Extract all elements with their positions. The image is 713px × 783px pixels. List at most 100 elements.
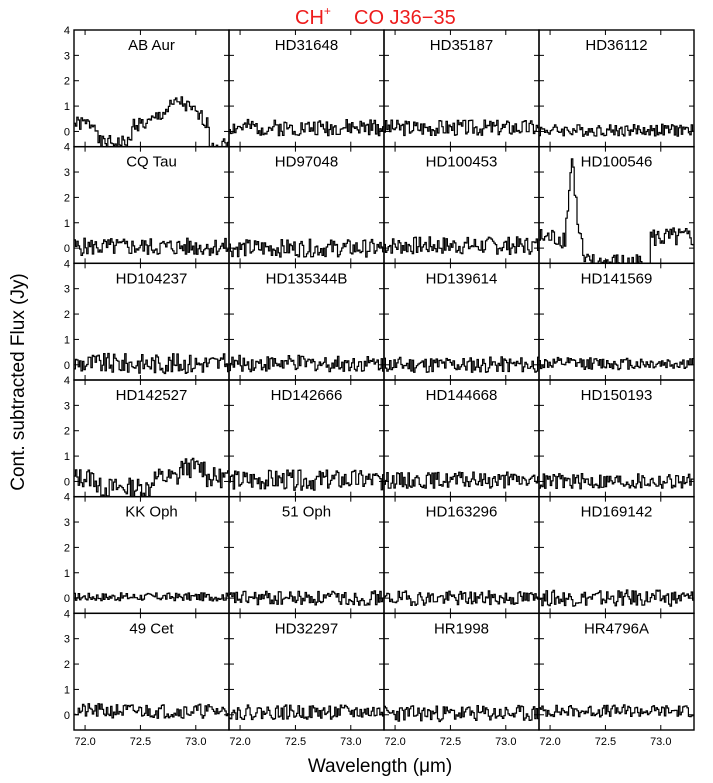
panel-0-1: HD31648 — [228, 29, 385, 148]
panel-title: KK Oph — [125, 504, 178, 521]
panel-5-1: 72.0 72.5 73.0 HD32297 — [228, 612, 385, 748]
y-tick-label: 3 — [64, 400, 70, 412]
panel-title: HD100453 — [426, 154, 498, 171]
y-tick-label: 0 — [64, 476, 70, 488]
y-axis-label: Cont. subtracted Flux (Jy) — [8, 273, 29, 491]
panel-1-1: HD97048 — [228, 145, 385, 265]
panel-title: HD35187 — [430, 37, 493, 54]
panel-title: HD32297 — [275, 620, 338, 637]
y-tick-label: 1 — [64, 101, 70, 113]
y-tick-label: 4 — [64, 375, 70, 387]
y-tick-label: 0 — [64, 710, 70, 722]
spectrum-line — [539, 356, 694, 371]
y-tick-label: 4 — [64, 258, 70, 270]
panel-0-3: HD36112 — [538, 29, 695, 148]
panel-4-2: HD163296 — [383, 495, 540, 615]
panel-2-0: 0 1 2 3 4 HD104237 — [64, 258, 230, 381]
panel-5-2: 72.0 72.5 73.0 HR1998 — [383, 612, 540, 748]
y-tick-label: 1 — [64, 218, 70, 230]
x-tick-label: 72.5 — [130, 736, 151, 748]
panel-title: HD139614 — [426, 270, 498, 287]
panel-3-0: 0 1 2 3 4 HD142527 — [64, 375, 230, 498]
x-tick-label: 73.0 — [185, 736, 206, 748]
panel-title: HD100546 — [581, 154, 653, 171]
y-tick-label: 4 — [64, 492, 70, 504]
panel-frame — [538, 612, 695, 731]
x-tick-label: 73.0 — [340, 736, 361, 748]
panel-3-2: HD144668 — [383, 379, 540, 498]
spectrum-line — [229, 590, 384, 606]
spectrum-line — [539, 473, 694, 490]
y-tick-label: 3 — [64, 50, 70, 62]
panel-title: HR4796A — [584, 620, 649, 637]
spectrum-line — [384, 704, 539, 723]
panel-1-0: 0 1 2 3 4 CQ Tau — [64, 142, 230, 265]
x-tick-label: 72.5 — [440, 736, 461, 748]
y-tick-label: 3 — [64, 167, 70, 179]
y-tick-label: 3 — [64, 284, 70, 296]
panel-title: AB Aur — [128, 37, 175, 54]
panel-title: HD144668 — [426, 387, 498, 404]
y-tick-label: 4 — [64, 142, 70, 154]
panel-title: HD104237 — [116, 270, 188, 287]
spectrum-line — [384, 590, 539, 606]
chart-title-co-line: CO J36−35 — [354, 7, 456, 29]
panel-title: HD135344B — [266, 270, 348, 287]
y-tick-label: 0 — [64, 360, 70, 372]
spectrum-line — [229, 704, 384, 721]
spectrum-line — [74, 703, 229, 719]
panel-0-2: HD35187 — [383, 29, 540, 148]
y-tick-label: 4 — [64, 608, 70, 620]
spectrum-line — [74, 352, 229, 375]
chart-title-ch-plus: CH+ — [295, 4, 331, 29]
spectrum-line — [384, 356, 539, 373]
x-tick-label: 72.0 — [384, 736, 405, 748]
spectrum-line — [384, 119, 539, 137]
y-tick-label: 4 — [64, 25, 70, 37]
spectrum-line — [384, 236, 539, 255]
panel-3-1: HD142666 — [228, 379, 385, 498]
panel-title: HD142666 — [271, 387, 343, 404]
y-tick-label: 0 — [64, 243, 70, 255]
panel-5-0: 0 1 2 3 4 72.0 72.5 73.0 49 Cet — [64, 608, 230, 748]
x-tick-label: 72.0 — [74, 736, 95, 748]
x-tick-label: 72.5 — [285, 736, 306, 748]
panel-title: HD142527 — [116, 387, 188, 404]
y-tick-label: 0 — [64, 593, 70, 605]
y-tick-label: 3 — [64, 634, 70, 646]
panel-title: 51 Oph — [282, 504, 331, 521]
panel-title: HD141569 — [581, 270, 653, 287]
panel-2-1: HD135344B — [228, 262, 385, 381]
panel-title: 49 Cet — [129, 620, 174, 637]
y-tick-label: 2 — [64, 309, 70, 321]
spectrum-line — [539, 158, 694, 264]
spectrum-line — [539, 704, 694, 718]
panel-title: HD36112 — [585, 37, 647, 54]
x-tick-label: 72.5 — [595, 736, 616, 748]
panel-0-0: 0 1 2 3 4 AB Aur — [64, 25, 230, 148]
spectrum-line — [74, 237, 229, 256]
spectrum-line — [74, 96, 229, 148]
panel-title: HD150193 — [581, 387, 653, 404]
panel-title: HD169142 — [581, 504, 653, 521]
panel-5-3: 72.0 72.5 73.0 HR4796A — [538, 612, 695, 748]
panel-4-3: HD169142 — [538, 495, 695, 615]
panel-title: HR1998 — [434, 620, 489, 637]
panel-title: HD31648 — [275, 37, 338, 54]
panel-1-2: HD100453 — [383, 145, 540, 265]
y-tick-label: 2 — [64, 76, 70, 88]
y-tick-label: 2 — [64, 426, 70, 438]
panel-title: CQ Tau — [126, 154, 177, 171]
panels-group: 0 1 2 3 4 AB Aur HD31648 HD35187 HD36112 0 1 2 3 4 CQ … — [64, 25, 695, 748]
spectrum-line — [539, 589, 694, 607]
x-tick-label: 73.0 — [650, 736, 671, 748]
spectrum-line — [74, 592, 229, 602]
y-tick-label: 2 — [64, 659, 70, 671]
panel-2-3: HD141569 — [538, 262, 695, 381]
spectrum-line — [74, 457, 229, 498]
x-tick-label: 72.0 — [229, 736, 250, 748]
y-tick-label: 3 — [64, 517, 70, 529]
panel-3-3: HD150193 — [538, 379, 695, 498]
x-axis-label: Wavelength (μm) — [308, 756, 452, 777]
